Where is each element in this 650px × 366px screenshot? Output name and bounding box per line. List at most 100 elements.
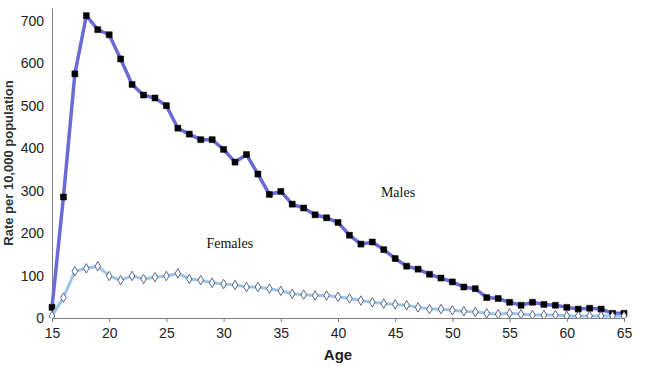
series-marker <box>95 27 101 33</box>
series-marker <box>358 241 364 247</box>
series-marker <box>324 215 330 221</box>
series-marker <box>49 311 54 318</box>
series-line <box>52 266 624 316</box>
series-marker <box>518 309 523 318</box>
x-tick-mark <box>166 318 167 322</box>
y-tick-label: 300 <box>21 183 45 199</box>
series-marker <box>449 279 455 285</box>
x-tick-mark <box>452 318 453 322</box>
x-tick-mark <box>395 318 396 322</box>
series-marker <box>141 274 146 283</box>
x-tick-label: 40 <box>331 325 347 341</box>
series-marker <box>163 103 169 109</box>
series-marker <box>346 232 352 238</box>
x-tick: 25 <box>159 318 175 341</box>
series-marker <box>392 256 398 262</box>
series-marker <box>209 278 214 287</box>
series-marker <box>369 239 375 245</box>
x-tick: 35 <box>274 318 290 341</box>
x-tick-mark <box>52 318 53 322</box>
series-marker <box>72 71 78 77</box>
x-tick-mark <box>224 318 225 322</box>
series-marker <box>312 212 318 218</box>
x-tick-label: 30 <box>216 325 232 341</box>
series-marker <box>438 304 443 313</box>
series-marker <box>255 282 260 291</box>
series-marker <box>301 205 307 211</box>
series-marker <box>518 302 524 308</box>
series-group <box>49 13 627 318</box>
y-tick-label: 700 <box>21 13 45 29</box>
series-marker <box>415 266 421 272</box>
series-marker <box>427 304 432 313</box>
series-marker <box>576 311 581 318</box>
x-tick-label: 25 <box>159 325 175 341</box>
x-tick-mark <box>624 318 625 322</box>
x-axis-title: Age <box>324 346 352 363</box>
series-marker <box>530 310 535 318</box>
y-tick: 200 <box>21 225 52 241</box>
x-tick-label: 65 <box>617 325 633 341</box>
series-marker <box>60 194 66 200</box>
series-marker <box>186 131 192 137</box>
series-marker <box>72 267 77 276</box>
y-tick-label: 0 <box>36 310 44 326</box>
y-tick-label: 100 <box>21 268 45 284</box>
series-marker <box>267 284 272 293</box>
series-marker <box>255 171 261 177</box>
series-marker <box>347 294 352 303</box>
series-marker <box>404 263 410 269</box>
chart: 15 20 25 30 35 40 45 50 55 60 65 0 100 200 300 400 500 60… <box>0 0 650 366</box>
series-marker <box>473 307 478 316</box>
series-marker <box>106 32 112 38</box>
series-marker <box>564 304 570 310</box>
x-axis: 15 20 25 30 35 40 45 50 55 60 65 <box>45 318 633 341</box>
series-marker <box>266 191 272 197</box>
x-tick: 30 <box>216 318 232 341</box>
x-tick-label: 15 <box>45 325 61 341</box>
series-marker <box>552 302 558 308</box>
x-tick: 45 <box>388 318 404 341</box>
x-tick-label: 50 <box>445 325 461 341</box>
x-tick-label: 60 <box>560 325 576 341</box>
series-marker <box>289 201 295 207</box>
series-marker <box>243 152 249 158</box>
series-marker <box>175 269 180 278</box>
series-marker <box>221 279 226 288</box>
series-marker <box>450 306 455 315</box>
series-marker <box>472 286 478 292</box>
series-marker <box>358 296 363 305</box>
series-marker <box>278 188 284 194</box>
series-marker <box>198 137 204 143</box>
series-marker <box>278 286 283 295</box>
series-marker <box>427 271 433 277</box>
series-marker <box>83 13 89 19</box>
series-marker <box>232 159 238 165</box>
x-tick: 20 <box>102 318 118 341</box>
y-tick-label: 500 <box>21 98 45 114</box>
y-tick-label: 600 <box>21 55 45 71</box>
series-marker <box>438 275 444 281</box>
series-marker <box>129 271 134 280</box>
y-tick: 600 <box>21 55 52 71</box>
series-marker <box>381 247 387 253</box>
x-tick: 55 <box>502 318 518 341</box>
series-marker <box>152 272 157 281</box>
y-axis-line <box>52 9 53 319</box>
x-tick: 65 <box>617 318 633 341</box>
x-tick-mark <box>510 318 511 322</box>
x-tick-mark <box>338 318 339 322</box>
x-tick-label: 45 <box>388 325 404 341</box>
y-axis-title: Rate per 10,000 population <box>1 80 16 245</box>
y-tick-label: 400 <box>21 140 45 156</box>
y-tick: 700 <box>21 13 52 29</box>
series-marker <box>221 146 227 152</box>
series-marker <box>152 95 158 101</box>
y-tick: 500 <box>21 98 52 114</box>
x-tick-mark <box>567 318 568 322</box>
series-label: Females <box>206 236 253 251</box>
series-marker <box>495 309 500 318</box>
y-axis: 0 100 200 300 400 500 600 700 <box>21 9 53 326</box>
series-marker <box>84 264 89 273</box>
x-tick-label: 55 <box>502 325 518 341</box>
